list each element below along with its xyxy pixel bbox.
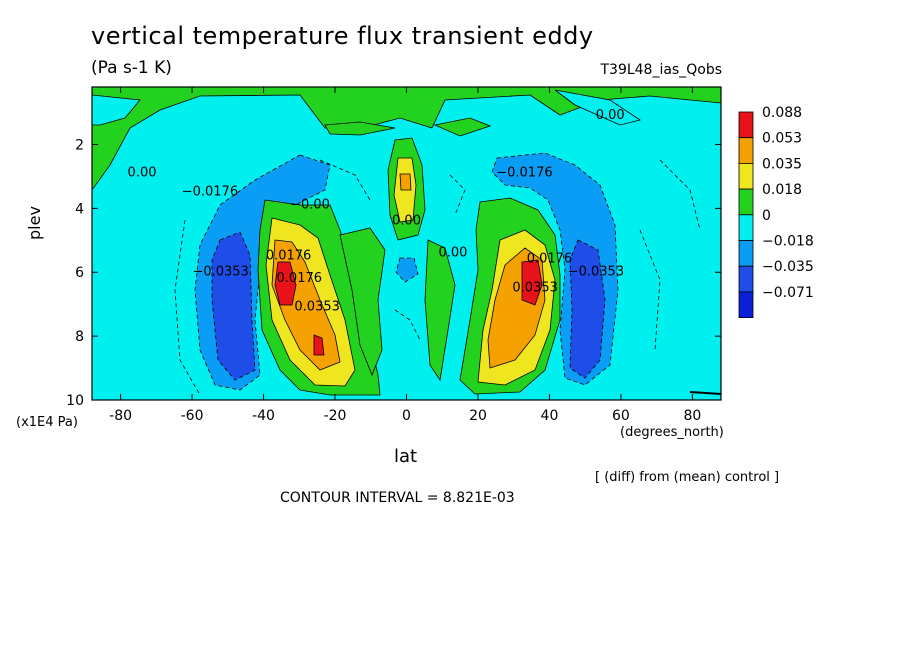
left-positive-max-1	[274, 261, 297, 306]
mid-positive-patch	[424, 239, 456, 382]
colorbar-label: 0.088	[762, 105, 802, 121]
mid-negative-patch	[395, 257, 419, 283]
y-tick-label: 4	[75, 201, 84, 217]
chart-title: vertical temperature flux transient eddy	[91, 22, 594, 50]
top-negative-patch	[92, 94, 141, 126]
y-axis-units: (x1E4 Pa)	[16, 415, 78, 430]
x-tick-label: 40	[541, 408, 559, 424]
contour-label: −0.0353	[568, 264, 624, 279]
colorbar-label: −0.035	[762, 259, 814, 275]
contour-interval: CONTOUR INTERVAL = 8.821E-03	[280, 490, 515, 506]
colorbar-swatch	[738, 137, 754, 164]
left-negative-lobe-inner	[211, 231, 256, 381]
top-positive-band	[92, 87, 721, 191]
colorbar-label: −0.071	[762, 285, 814, 301]
x-tick-label: -40	[252, 408, 275, 424]
x-tick-label: -80	[109, 408, 132, 424]
y-tick-label: 10	[66, 393, 84, 409]
colorbar-label: 0.053	[762, 131, 802, 147]
x-tick-label: 60	[612, 408, 630, 424]
y-axis: 2 4 6 8 10	[66, 137, 721, 409]
y-tick-label: 6	[75, 265, 84, 281]
contour-label: −0.0176	[182, 185, 238, 200]
left-positive-max-2	[313, 334, 325, 356]
background-field	[92, 87, 721, 400]
colorbar-swatch	[738, 214, 754, 241]
contour-labels: 0.00−0.0176−0.00−0.03530.01760.01760.035…	[128, 108, 625, 315]
contour-label: 0.00	[438, 245, 467, 260]
diff-note: [ (diff) from (mean) control ]	[595, 470, 780, 485]
x-tick-label: 20	[469, 408, 487, 424]
colorbar-label: −0.018	[762, 234, 814, 250]
bottom-edge-contour	[689, 391, 721, 395]
contour-label: 0.0176	[277, 271, 323, 286]
contour-label: 0.00	[392, 213, 421, 228]
x-tick-label: 0	[402, 408, 411, 424]
colorbar-label: 0.018	[762, 182, 802, 198]
center-positive-orange	[399, 173, 412, 191]
contour-label: −0.0176	[496, 165, 552, 180]
x-tick-label: 80	[683, 408, 701, 424]
dashed-contours	[174, 159, 701, 396]
colorbar-label: 0.035	[762, 156, 802, 172]
colorbar-swatch	[738, 111, 754, 139]
colorbar-swatch	[738, 291, 754, 318]
contour-label: 0.00	[596, 108, 625, 123]
colorbar-swatch	[738, 162, 754, 190]
contour-label: 0.0353	[294, 300, 340, 315]
x-tick-label: -20	[324, 408, 347, 424]
right-negative-lobe-inner	[569, 239, 606, 379]
upper-positive-patch	[433, 117, 492, 137]
x-tick-label: -60	[181, 408, 204, 424]
y-tick-label: 2	[75, 137, 84, 153]
x-axis: -80 -60 -40 -20 0 20 40 60 80	[109, 87, 701, 424]
colorbar-swatch	[738, 188, 754, 216]
upper-positive-patch	[324, 121, 396, 136]
contour-label: −0.0353	[192, 264, 248, 279]
contour-label: 0.0176	[527, 252, 573, 267]
colorbar-swatch	[738, 265, 754, 293]
colorbar: 0.088 0.053 0.035 0.018 0 −0.018 −0.035 −0.071	[738, 105, 814, 318]
y-tick-label: 8	[75, 329, 84, 345]
contour-label: 0.0353	[512, 280, 558, 295]
colorbar-label: 0	[762, 208, 771, 224]
colorbar-swatch	[738, 240, 754, 267]
x-axis-units: (degrees_north)	[620, 425, 724, 440]
experiment-label: T39L48_ias_Qobs	[600, 62, 722, 78]
contour-label: 0.00	[128, 165, 157, 180]
contour-label: −0.00	[290, 197, 330, 212]
contour-label: 0.0176	[266, 248, 312, 263]
x-axis-title: lat	[394, 446, 418, 467]
right-positive-max	[521, 259, 543, 306]
contour-field	[92, 87, 721, 400]
mid-positive-patch	[339, 227, 386, 377]
units-label: (Pa s-1 K)	[91, 58, 172, 78]
top-negative-patch	[554, 89, 641, 126]
